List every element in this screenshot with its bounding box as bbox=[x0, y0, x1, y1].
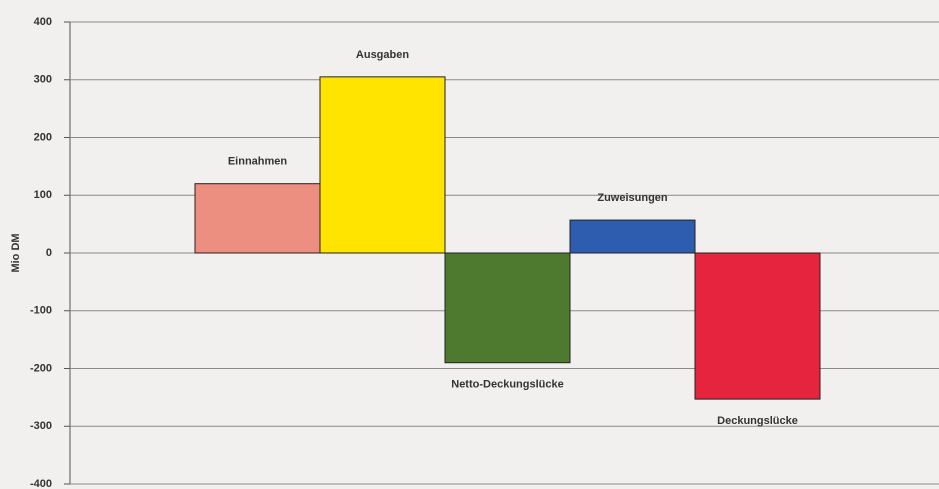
bar bbox=[569, 219, 696, 254]
bar-label: Ausgaben bbox=[356, 49, 409, 61]
bar bbox=[694, 252, 821, 400]
y-tick-label: 200 bbox=[34, 131, 52, 143]
y-tick-label: -400 bbox=[30, 478, 52, 489]
bar bbox=[194, 183, 321, 254]
bar bbox=[319, 76, 446, 254]
y-tick-label: 400 bbox=[34, 16, 52, 28]
y-tick-label: 0 bbox=[46, 247, 52, 259]
y-tick-label: -200 bbox=[30, 362, 52, 374]
bar-label: Einnahmen bbox=[228, 156, 288, 168]
y-tick-label: -100 bbox=[30, 305, 52, 317]
bar bbox=[444, 252, 571, 364]
y-axis-label: Mio DM bbox=[10, 233, 22, 272]
bar-label: Netto-Deckungslücke bbox=[451, 379, 563, 391]
bar-label: Zuweisungen bbox=[597, 192, 668, 204]
bar-label: Deckungslücke bbox=[717, 415, 798, 427]
y-tick-label: -300 bbox=[30, 420, 52, 432]
y-tick-label: 100 bbox=[34, 189, 52, 201]
y-tick-label: 300 bbox=[34, 74, 52, 86]
